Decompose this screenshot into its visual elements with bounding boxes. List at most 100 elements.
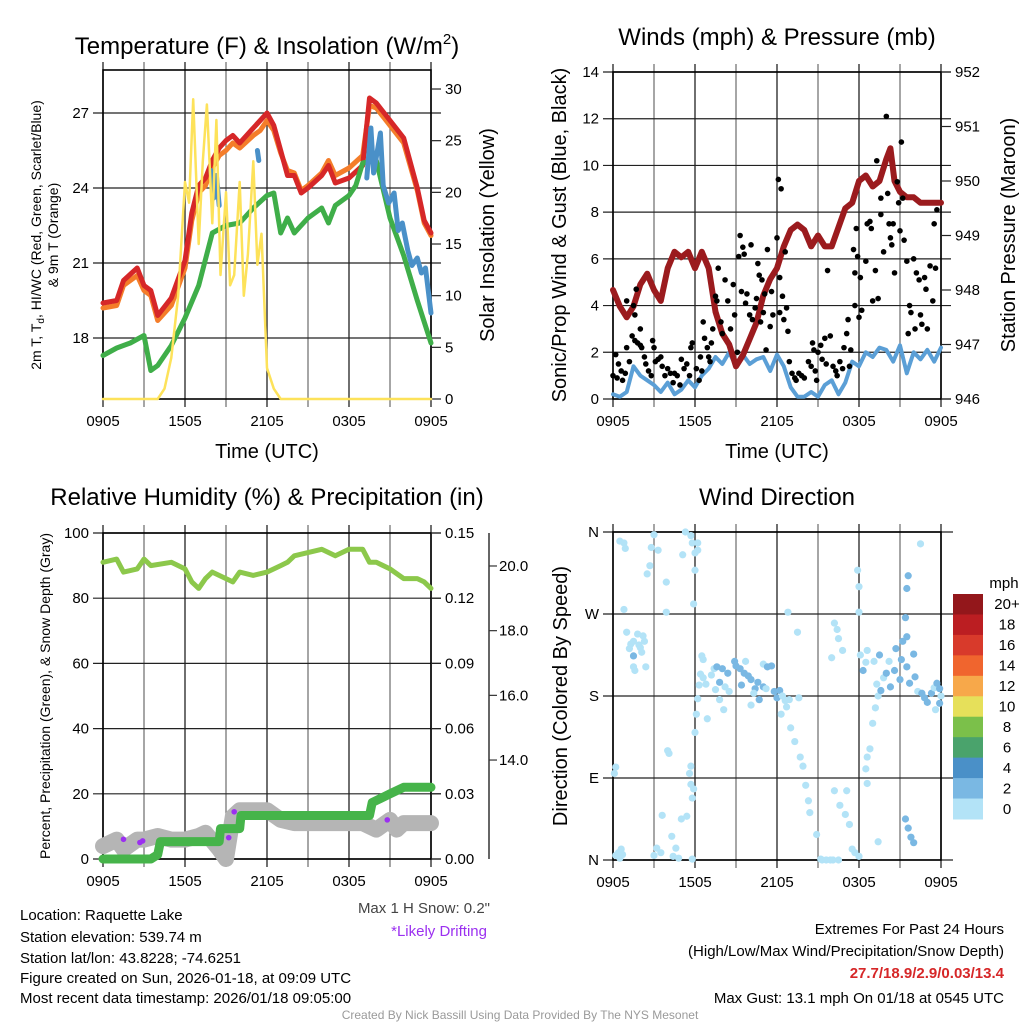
- wind-direction-point: [662, 608, 670, 616]
- right-y-tick-label: 0: [445, 391, 453, 408]
- gust-point: [813, 377, 820, 384]
- gust-point: [629, 333, 635, 339]
- gust-point: [894, 178, 901, 185]
- wind-direction-point: [854, 566, 862, 574]
- right-y-tick-label: 25: [445, 133, 462, 150]
- gust-point: [693, 365, 700, 372]
- legend-color-box: [953, 655, 983, 677]
- wind-direction-point: [904, 572, 912, 580]
- wind-direction-point: [804, 797, 813, 805]
- gust-point: [779, 293, 786, 300]
- max-gust: Max Gust: 13.1 mph On 01/18 at 0545 UTC: [714, 990, 1004, 1007]
- gust-point: [699, 368, 705, 374]
- gust-point: [714, 298, 720, 304]
- right-y-tick-label: 952: [955, 64, 980, 81]
- gust-point: [709, 326, 716, 332]
- legend-color-box: [953, 798, 983, 820]
- wind-y-axis-label: Sonic/Prop Wind & Gust (Blue, Black): [549, 68, 571, 403]
- wind-direction-point: [905, 679, 914, 687]
- gust-point: [623, 344, 630, 351]
- gust-point: [633, 286, 640, 293]
- wind-direction-point: [863, 779, 871, 788]
- y-tick-label: 4: [591, 298, 599, 315]
- wind-direction-point: [907, 833, 915, 841]
- temperature-y-axis-label-line2: & 9m T (Orange): [45, 183, 61, 288]
- wind-direction-point: [855, 852, 863, 860]
- gust-point: [878, 211, 884, 218]
- wind-direction-point: [694, 695, 702, 703]
- wind-direction-point: [874, 692, 882, 700]
- gust-point: [880, 249, 887, 255]
- gust-point: [731, 312, 738, 318]
- time-tick-label: 1505: [678, 413, 711, 430]
- recent-data-timestamp: Most recent data timestamp: 2026/01/18 0…: [20, 990, 351, 1007]
- wind-direction-point: [937, 692, 945, 700]
- gust-point: [805, 358, 812, 365]
- likely-drifting-point: [139, 838, 146, 844]
- likely-drifting-point: [120, 836, 127, 843]
- gust-point: [848, 347, 854, 353]
- y-tick-label: 27: [72, 105, 89, 122]
- panel-3: 0905 1505 2105 0305 0905 N E S W N: [585, 524, 958, 891]
- time-tick-label: 1505: [678, 874, 711, 891]
- wind-direction-point: [892, 645, 900, 653]
- gust-point: [852, 302, 858, 309]
- humidity-panel-title: Relative Humidity (%) & Precipitation (i…: [50, 484, 483, 511]
- gust-point: [677, 382, 683, 388]
- wind-direction-point: [806, 809, 814, 817]
- wind-direction-point: [890, 666, 899, 675]
- gust-point: [830, 363, 836, 370]
- wind-direction-point: [617, 845, 625, 853]
- snow-tick-label: 16.0: [499, 687, 528, 704]
- wind-direction-point: [646, 562, 654, 570]
- gust-point: [618, 368, 624, 374]
- gust-point: [856, 314, 862, 321]
- wind-direction-point: [845, 820, 854, 829]
- wind-direction-point: [642, 663, 650, 671]
- wind-direction-point: [877, 686, 885, 695]
- gust-point: [809, 340, 816, 346]
- station-elevation: Station elevation: 539.74 m: [20, 929, 202, 946]
- wind-direction-point: [692, 710, 700, 718]
- direction-tick-label: N: [588, 524, 599, 541]
- gust-point: [643, 361, 649, 367]
- wind-direction-point: [737, 681, 746, 689]
- time-tick-label: 1505: [168, 873, 201, 890]
- wind-direction-point: [669, 852, 677, 860]
- wind-direction-point: [675, 854, 683, 862]
- legend-color-box: [953, 675, 983, 697]
- gust-point: [927, 263, 933, 269]
- td-line: [100, 158, 434, 373]
- y-tick-label: 6: [591, 251, 599, 268]
- right-y-tick-label: 10: [445, 288, 462, 305]
- gust-point: [887, 235, 894, 241]
- wind-direction-point: [610, 769, 618, 778]
- wind-direction-point: [776, 686, 784, 695]
- time-tick-label: 0905: [86, 873, 119, 890]
- gust-point: [744, 291, 750, 297]
- wind-direction-point: [754, 678, 762, 686]
- extremes-values: 27.7/18.9/2.9/0.03/13.4: [850, 965, 1005, 982]
- direction-tick-label: W: [585, 606, 600, 623]
- gust-point: [701, 335, 708, 342]
- gust-point: [916, 277, 922, 283]
- gust-point: [921, 274, 928, 281]
- gust-point: [615, 361, 622, 367]
- y-tick-label: 60: [72, 655, 89, 672]
- wind-direction-point: [650, 851, 658, 860]
- wind-direction-point: [647, 543, 655, 552]
- station-location: Location: Raquette Lake: [20, 907, 183, 924]
- wind-direction-panel-title: Wind Direction: [699, 484, 855, 511]
- gust-point: [761, 291, 768, 297]
- wind-direction-point: [683, 812, 691, 820]
- wind-direction-point: [650, 531, 658, 539]
- gust-point: [727, 326, 734, 332]
- gust-point: [667, 370, 674, 377]
- wind-direction-point: [711, 686, 720, 694]
- right-y-tick-label: 0.03: [445, 786, 474, 803]
- gust-point: [641, 354, 648, 360]
- right-y-tick-label: 951: [955, 119, 980, 136]
- wind-direction-point: [903, 584, 911, 593]
- wind-direction-point: [702, 680, 710, 688]
- gust-point: [811, 347, 817, 353]
